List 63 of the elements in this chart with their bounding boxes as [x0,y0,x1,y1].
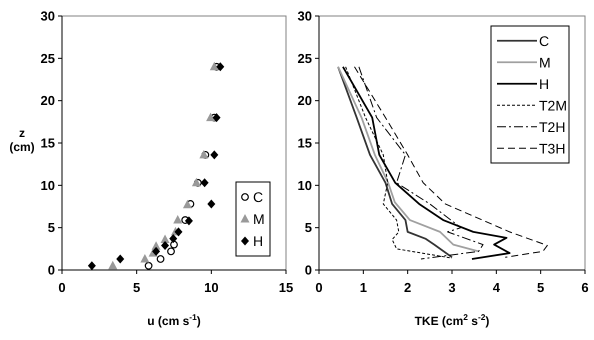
y-tick-label: 15 [40,136,55,150]
y-tick-label: 20 [298,93,312,108]
x-tick-label: 0 [58,280,66,295]
x-axis-title: u (cm s$^{-1}$) [147,312,201,328]
point [173,215,182,224]
point [140,254,150,262]
x-tick-label: 0 [315,280,323,295]
y-tick-label: 0 [304,262,312,278]
point [144,262,153,270]
point [167,247,175,256]
point [210,62,219,70]
y-tick-label: 30 [40,8,55,24]
point [206,112,216,122]
x-tick-label: 5 [537,280,544,295]
x-tick-label: 2 [404,280,412,295]
point [156,255,164,263]
point [152,246,160,256]
point [182,200,192,208]
point [160,234,170,244]
legend-label: T2H [539,118,566,135]
line-series [342,66,511,260]
point [170,240,178,248]
y-tick-label: 10 [40,178,55,193]
point [161,240,170,250]
x-tick-label: 15 [278,280,294,295]
legend-label: H [539,76,550,92]
x-tick-label: 5 [133,280,140,295]
y-tick-label: 0 [48,262,55,278]
legend-label: M [253,211,265,227]
y-tick-label: 20 [40,93,55,108]
point [210,150,218,160]
y-tick-label: 10 [298,178,312,193]
y-tick-label: 15 [298,136,312,150]
legend-label: T3H [539,140,566,156]
legend-label: T2M [539,97,567,114]
legend-label: M [539,54,551,70]
legend-label: C [539,32,550,49]
x-axis-title: TKE (cm$^{2}$ s$^{-2}$) [414,312,490,328]
point [184,216,193,226]
x-tick-label: 4 [492,280,501,295]
y-tick-label: 30 [298,8,312,24]
point [192,178,201,186]
x-tick-label: 3 [448,280,456,295]
x-tick-label: 6 [581,280,589,295]
legend-label: C [253,189,264,205]
point [216,62,224,72]
x-tick-label: 1 [360,280,367,295]
point [174,227,182,236]
point [108,260,118,270]
point [88,261,96,270]
line-series [337,66,480,252]
x-tick-label: 10 [204,280,219,295]
y-tick-label: 5 [48,220,55,236]
y-axis-title: z (cm) [9,126,35,154]
y-tick-label: 25 [40,50,55,66]
point [200,178,209,188]
point [169,234,178,244]
point [116,254,124,264]
legend-label: H [253,233,264,249]
point [207,199,216,208]
point [212,113,221,122]
y-tick-label: 5 [304,220,312,236]
y-tick-label: 25 [298,50,312,66]
